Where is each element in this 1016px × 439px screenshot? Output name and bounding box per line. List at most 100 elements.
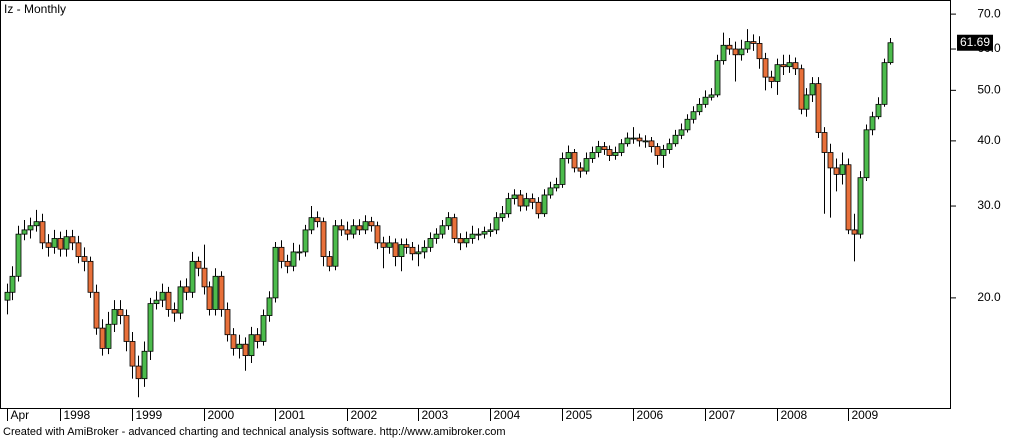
candle-body — [171, 309, 178, 314]
candle-body — [821, 132, 828, 153]
candle-body — [499, 213, 506, 219]
candle-body — [272, 246, 279, 299]
candle-body — [881, 62, 888, 105]
candle-body — [421, 246, 428, 253]
candle-body — [87, 260, 94, 293]
candle-body — [833, 167, 840, 175]
x-tick-label: 2005 — [566, 408, 593, 422]
candle-body — [696, 103, 703, 113]
candle-body — [75, 242, 82, 257]
candle-body — [571, 152, 578, 169]
candle-body — [666, 143, 673, 150]
candle-body — [887, 42, 894, 64]
candle-body — [284, 260, 291, 267]
candle-body — [863, 129, 870, 179]
candle-body — [553, 184, 560, 189]
candle-body — [439, 225, 446, 235]
candle-body — [218, 275, 225, 310]
candle-body — [356, 225, 363, 231]
candle-body — [236, 343, 243, 349]
plot-frame — [0, 0, 951, 409]
candle-body — [165, 291, 172, 310]
candle-body — [792, 62, 799, 70]
candle-body — [27, 225, 34, 231]
candle-body — [433, 233, 440, 239]
candle-body — [69, 236, 76, 244]
candle-body — [517, 194, 524, 207]
candle-body — [726, 44, 733, 50]
candle-body — [589, 152, 596, 159]
x-tick-label: Apr — [11, 408, 30, 422]
candle-body — [642, 140, 649, 143]
x-tick-label: 2008 — [781, 408, 808, 422]
candle-body — [624, 137, 631, 145]
candle-body — [63, 236, 70, 250]
candle-body — [302, 229, 309, 253]
candle-body — [362, 221, 369, 231]
candle-body — [798, 68, 805, 110]
candle-body — [81, 256, 88, 262]
candle-body — [392, 242, 399, 257]
candle-body — [875, 103, 882, 118]
candle-body — [129, 341, 136, 367]
candle-body — [654, 146, 661, 156]
candle-body — [51, 238, 58, 248]
candle-body — [678, 129, 685, 136]
candle-body — [308, 217, 315, 231]
candle-body — [123, 315, 130, 342]
candle-body — [702, 96, 709, 105]
candle-body — [409, 246, 416, 255]
candle-body — [93, 291, 100, 329]
candle-body — [374, 225, 381, 244]
candle-body — [403, 244, 410, 248]
candle-body — [278, 246, 285, 262]
candle-body — [714, 60, 721, 96]
x-tick-label: 2002 — [351, 408, 378, 422]
x-tick-label: 2009 — [852, 408, 879, 422]
candle-body — [230, 334, 237, 349]
candle-body — [177, 286, 184, 314]
candle-body — [815, 83, 822, 133]
candle-body — [565, 152, 572, 159]
candle-body — [153, 299, 160, 305]
candle-body — [547, 187, 554, 196]
x-tick-label: 2006 — [637, 408, 664, 422]
candle-body — [398, 244, 405, 257]
candle-body — [851, 229, 858, 235]
candle-body — [189, 260, 196, 293]
x-tick-label: 1999 — [136, 408, 163, 422]
candle-body — [756, 43, 763, 60]
candle-body — [577, 167, 584, 172]
candle-body — [4, 291, 11, 301]
candle-body — [332, 225, 339, 267]
candle-body — [147, 303, 154, 352]
candle-body — [183, 286, 190, 293]
candle-body — [869, 116, 876, 131]
x-tick-label: 2003 — [422, 408, 449, 422]
candle-body — [762, 58, 769, 78]
candle-body — [320, 221, 327, 257]
candle-body — [9, 275, 16, 293]
candle-body — [344, 229, 351, 235]
candle-body — [827, 152, 834, 169]
candle-body — [523, 198, 530, 207]
candle-body — [744, 41, 751, 50]
candle-body — [845, 164, 852, 231]
chart-title: Iz - Monthly — [4, 2, 66, 16]
y-tick-label: 40.0 — [977, 133, 1001, 147]
candle-body — [451, 217, 458, 239]
x-tick-label: 2004 — [494, 408, 521, 422]
candle-body — [684, 118, 691, 131]
candle-body — [469, 233, 476, 239]
candle-body — [380, 242, 387, 248]
candle-body — [39, 221, 46, 244]
candle-body — [57, 238, 64, 250]
candle-body — [774, 64, 781, 82]
candle-body — [660, 149, 667, 156]
candle-body — [105, 323, 112, 349]
candle-body — [248, 334, 255, 357]
candle-body — [487, 229, 494, 232]
candle-body — [541, 194, 548, 215]
candle-body — [672, 134, 679, 145]
